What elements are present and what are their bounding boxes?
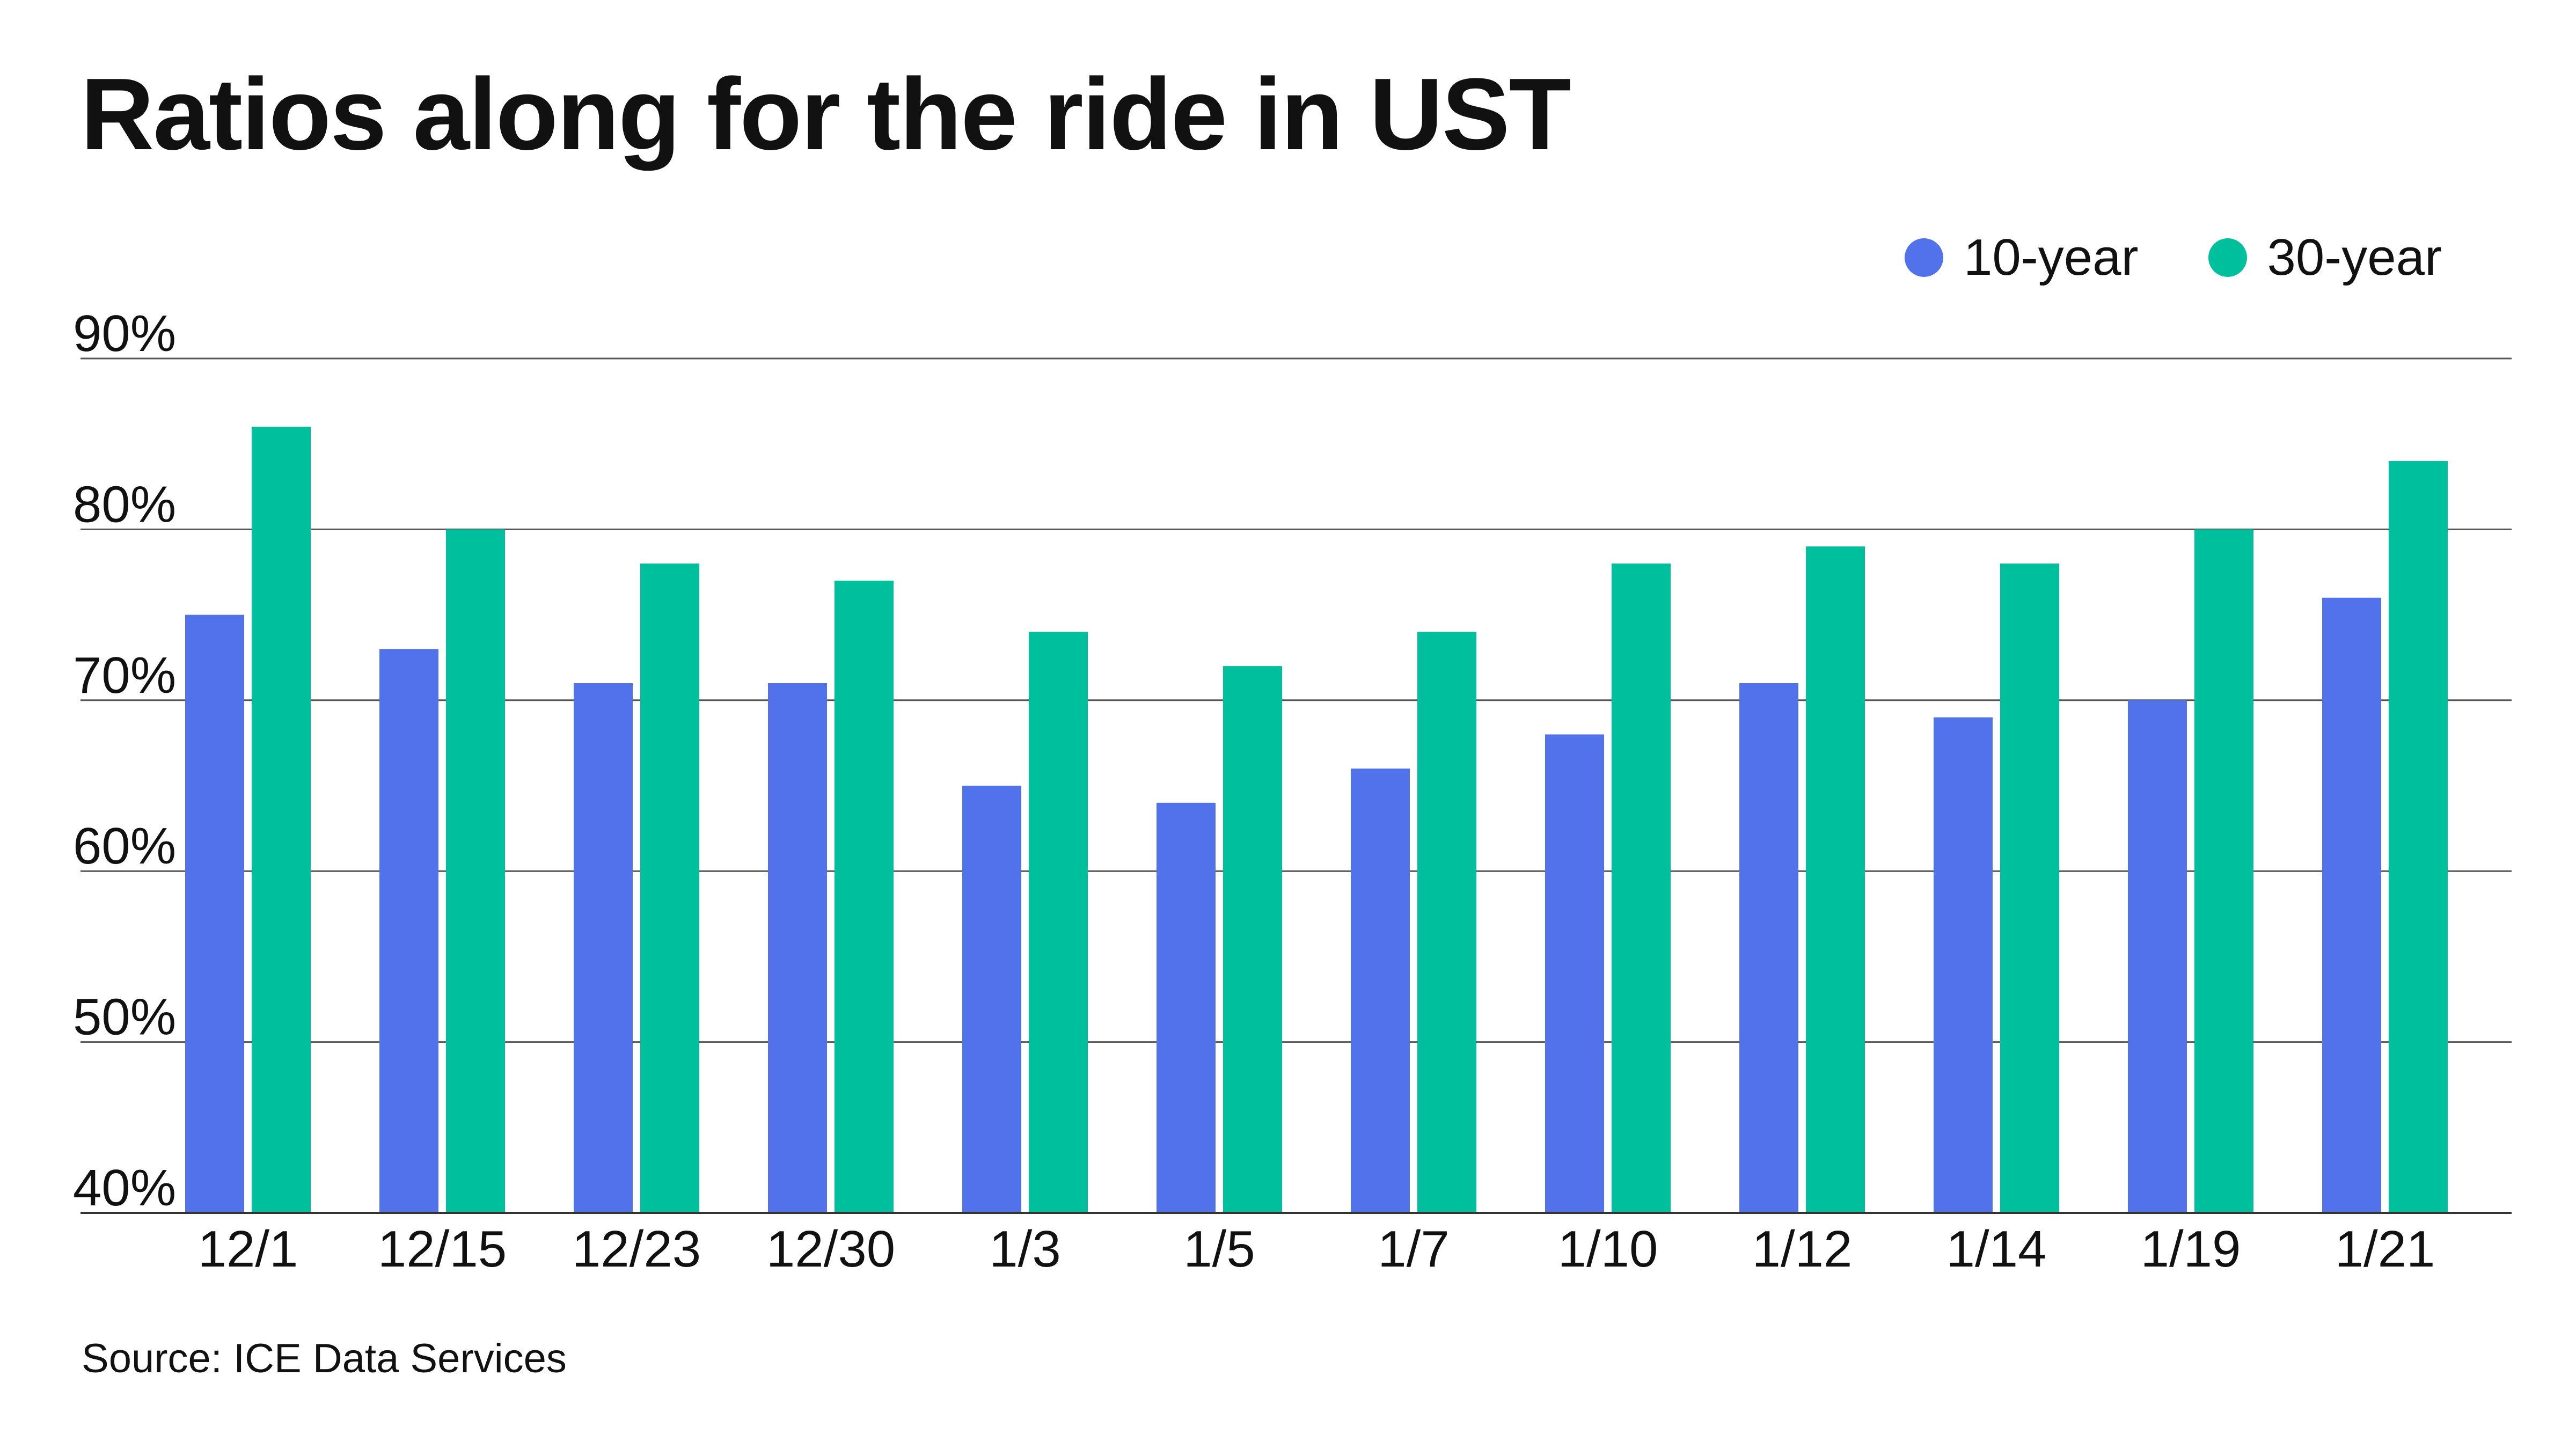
legend-swatch-10-year xyxy=(1905,238,1943,277)
bar-30-year-1-5 xyxy=(1223,666,1282,1213)
bar-10-year-12-23 xyxy=(574,683,633,1213)
x-tick-label-1-10: 1/10 xyxy=(1558,1220,1658,1278)
x-tick-label-1-5: 1/5 xyxy=(1183,1220,1255,1278)
bar-30-year-1-3 xyxy=(1029,632,1088,1213)
x-tick-label-12-30: 12/30 xyxy=(766,1220,895,1278)
y-tick-label-80: 80% xyxy=(73,475,176,533)
legend-label-10-year: 10-year xyxy=(1964,229,2139,286)
bar-30-year-12-15 xyxy=(446,529,505,1213)
y-tick-label-40: 40% xyxy=(73,1159,176,1217)
bar-30-year-12-23 xyxy=(640,564,699,1213)
x-tick-label-12-23: 12/23 xyxy=(572,1220,701,1278)
bar-10-year-1-7 xyxy=(1351,769,1410,1213)
x-tick-label-1-14: 1/14 xyxy=(1946,1220,2047,1278)
bar-10-year-1-19 xyxy=(2128,700,2187,1213)
y-tick-label-50: 50% xyxy=(73,989,176,1046)
bar-10-year-12-15 xyxy=(379,649,438,1213)
bar-30-year-1-10 xyxy=(1612,564,1671,1213)
bar-30-year-1-21 xyxy=(2389,461,2448,1213)
bar-30-year-1-14 xyxy=(2000,564,2059,1213)
legend-label-30-year: 30-year xyxy=(2267,229,2442,286)
x-tick-label-12-15: 12/15 xyxy=(378,1220,507,1278)
bar-30-year-1-19 xyxy=(2194,529,2253,1213)
source-note: Source: ICE Data Services xyxy=(82,1336,567,1381)
x-tick-label-1-21: 1/21 xyxy=(2335,1220,2435,1278)
y-tick-label-90: 90% xyxy=(73,305,176,362)
legend-item-10-year: 10-year xyxy=(1905,228,2139,287)
bar-30-year-1-12 xyxy=(1806,546,1865,1213)
x-tick-label-1-7: 1/7 xyxy=(1378,1220,1449,1278)
legend-item-30-year: 30-year xyxy=(2208,228,2442,287)
bar-10-year-1-3 xyxy=(962,786,1021,1213)
legend: 10-year 30-year xyxy=(1905,228,2442,287)
bar-10-year-1-21 xyxy=(2322,597,2381,1213)
x-tick-label-1-3: 1/3 xyxy=(989,1220,1060,1278)
y-tick-label-70: 70% xyxy=(73,647,176,704)
x-tick-label-1-19: 1/19 xyxy=(2141,1220,2241,1278)
x-tick-label-12-1: 12/1 xyxy=(198,1220,298,1278)
bar-10-year-1-5 xyxy=(1157,802,1216,1213)
bar-30-year-1-7 xyxy=(1417,632,1476,1213)
bar-30-year-12-1 xyxy=(252,427,311,1213)
bar-10-year-12-1 xyxy=(185,614,244,1213)
bar-10-year-1-12 xyxy=(1739,683,1798,1213)
x-tick-label-1-12: 1/12 xyxy=(1752,1220,1853,1278)
bar-10-year-12-30 xyxy=(768,683,827,1213)
legend-swatch-30-year xyxy=(2208,238,2247,277)
y-tick-label-60: 60% xyxy=(73,817,176,875)
bar-10-year-1-10 xyxy=(1545,734,1604,1213)
chart-title: Ratios along for the ride in UST xyxy=(80,57,1571,171)
bar-30-year-12-30 xyxy=(835,580,894,1213)
bar-10-year-1-14 xyxy=(1934,717,1993,1213)
